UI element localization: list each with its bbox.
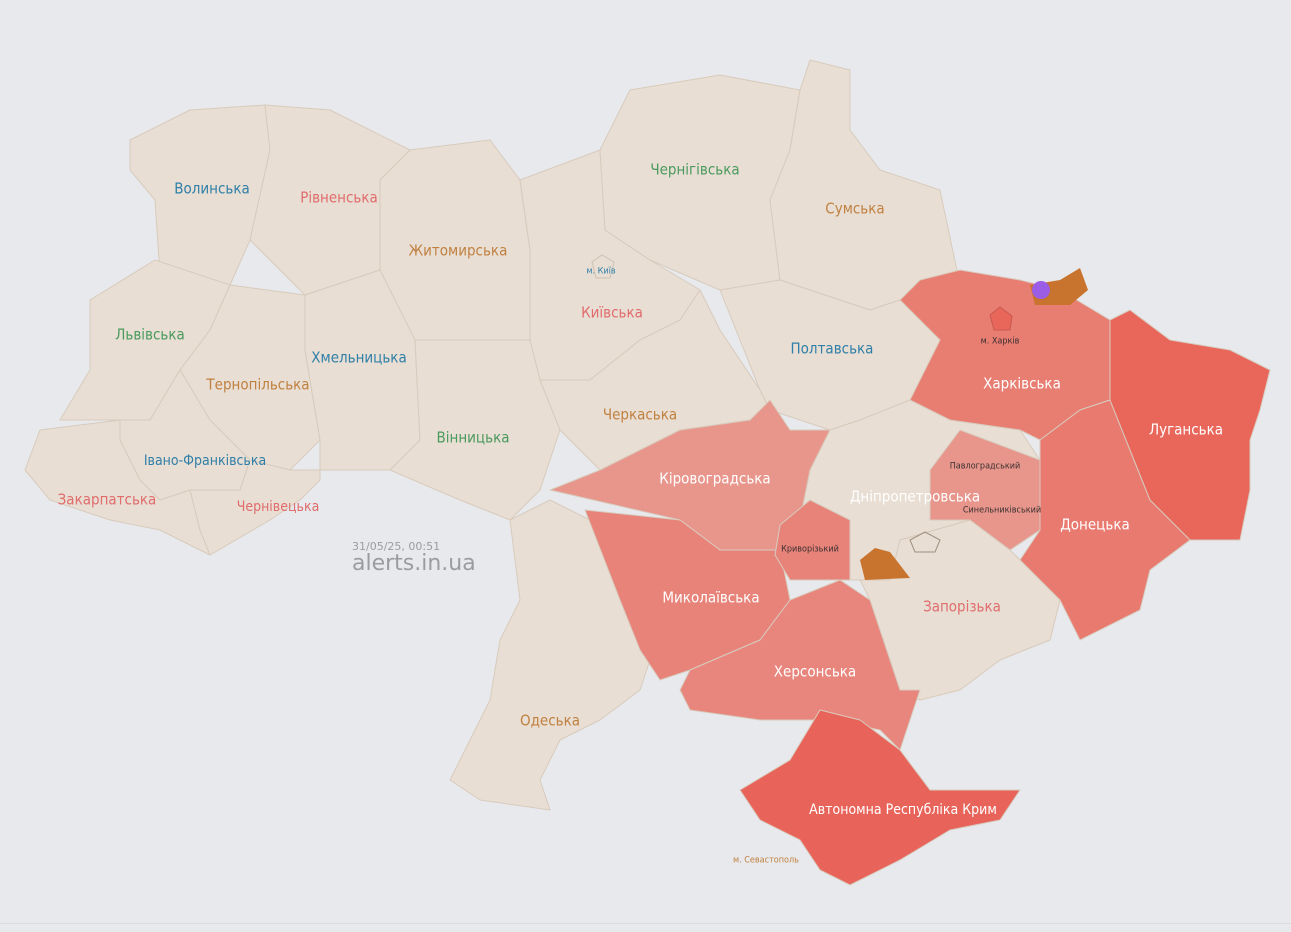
artillery-threat-icon[interactable]	[1032, 281, 1050, 299]
label-kharkiv: Харківська	[983, 375, 1061, 393]
city-kyiv-shape[interactable]	[591, 254, 615, 279]
label-zaporizhzhia: Запорізька	[923, 598, 1001, 616]
label-kirovohrad: Кіровоградська	[659, 470, 770, 488]
timestamp: 31/05/25, 00:51	[352, 540, 441, 553]
label-odesa: Одеська	[520, 712, 580, 730]
region-sumy[interactable]	[769, 59, 961, 311]
label-kyivska: Київська	[581, 304, 643, 322]
label-lviv: Львівська	[115, 326, 185, 344]
region-kherson[interactable]	[679, 579, 921, 751]
label-ternopil: Тернопільська	[205, 376, 309, 394]
region-labels: Волинська Рівненська Житомирська Київськ…	[58, 161, 1223, 866]
label-ivano-frankivsk: Івано-Франківська	[144, 453, 266, 469]
label-district-pavlohrad: Павлоградський	[950, 462, 1021, 472]
city-kharkiv-shape[interactable]	[989, 306, 1013, 331]
region-vinnytsia[interactable]	[389, 339, 561, 521]
label-crimea: Автономна Республіка Крим	[809, 802, 997, 818]
region-volyn[interactable]	[129, 104, 271, 286]
label-chernivtsi: Чернівецька	[237, 499, 320, 515]
district-pavlohrad-synelnykove[interactable]	[929, 429, 1041, 551]
label-donetsk: Донецька	[1060, 516, 1130, 534]
label-poltava: Полтавська	[791, 340, 874, 358]
label-zakarpattia: Закарпатська	[58, 491, 157, 509]
region-luhansk[interactable]	[1109, 309, 1271, 541]
label-district-kryvyi-rih: Криворізький	[781, 545, 839, 555]
label-cherkasy: Черкаська	[603, 406, 677, 424]
label-city-sevastopol: м. Севастополь	[733, 856, 799, 866]
label-kherson: Херсонська	[774, 663, 856, 681]
label-sumy: Сумська	[825, 200, 884, 218]
divider	[0, 923, 1291, 924]
label-khmelnytskyi: Хмельницька	[311, 349, 406, 367]
label-rivne: Рівненська	[300, 189, 378, 207]
region-zhytomyr[interactable]	[379, 139, 531, 341]
label-zhytomyr: Житомирська	[409, 242, 508, 260]
label-mykolaiv: Миколаївська	[662, 589, 759, 607]
label-vinnytsia: Вінницька	[437, 429, 510, 447]
threat-markers[interactable]	[860, 268, 1088, 580]
label-district-synelnykove: Синельниківський	[963, 506, 1041, 516]
label-city-kyiv: м. Київ	[586, 267, 616, 277]
watermark: 31/05/25, 00:51 alerts.in.ua	[352, 540, 476, 576]
label-dnipro: Дніпропетровська	[850, 488, 980, 506]
label-chernihiv: Чернігівська	[650, 161, 739, 179]
label-luhansk: Луганська	[1149, 421, 1223, 439]
site-name: alerts.in.ua	[352, 551, 476, 576]
region-crimea[interactable]	[739, 709, 1021, 886]
label-volyn: Волинська	[174, 180, 250, 198]
label-city-kharkiv: м. Харків	[981, 337, 1020, 347]
region-chernivtsi[interactable]	[189, 459, 321, 556]
drone-threat-icon[interactable]	[860, 548, 910, 580]
district-kryvyi-rih[interactable]	[774, 499, 851, 581]
city-dnipro-outline	[909, 531, 941, 553]
